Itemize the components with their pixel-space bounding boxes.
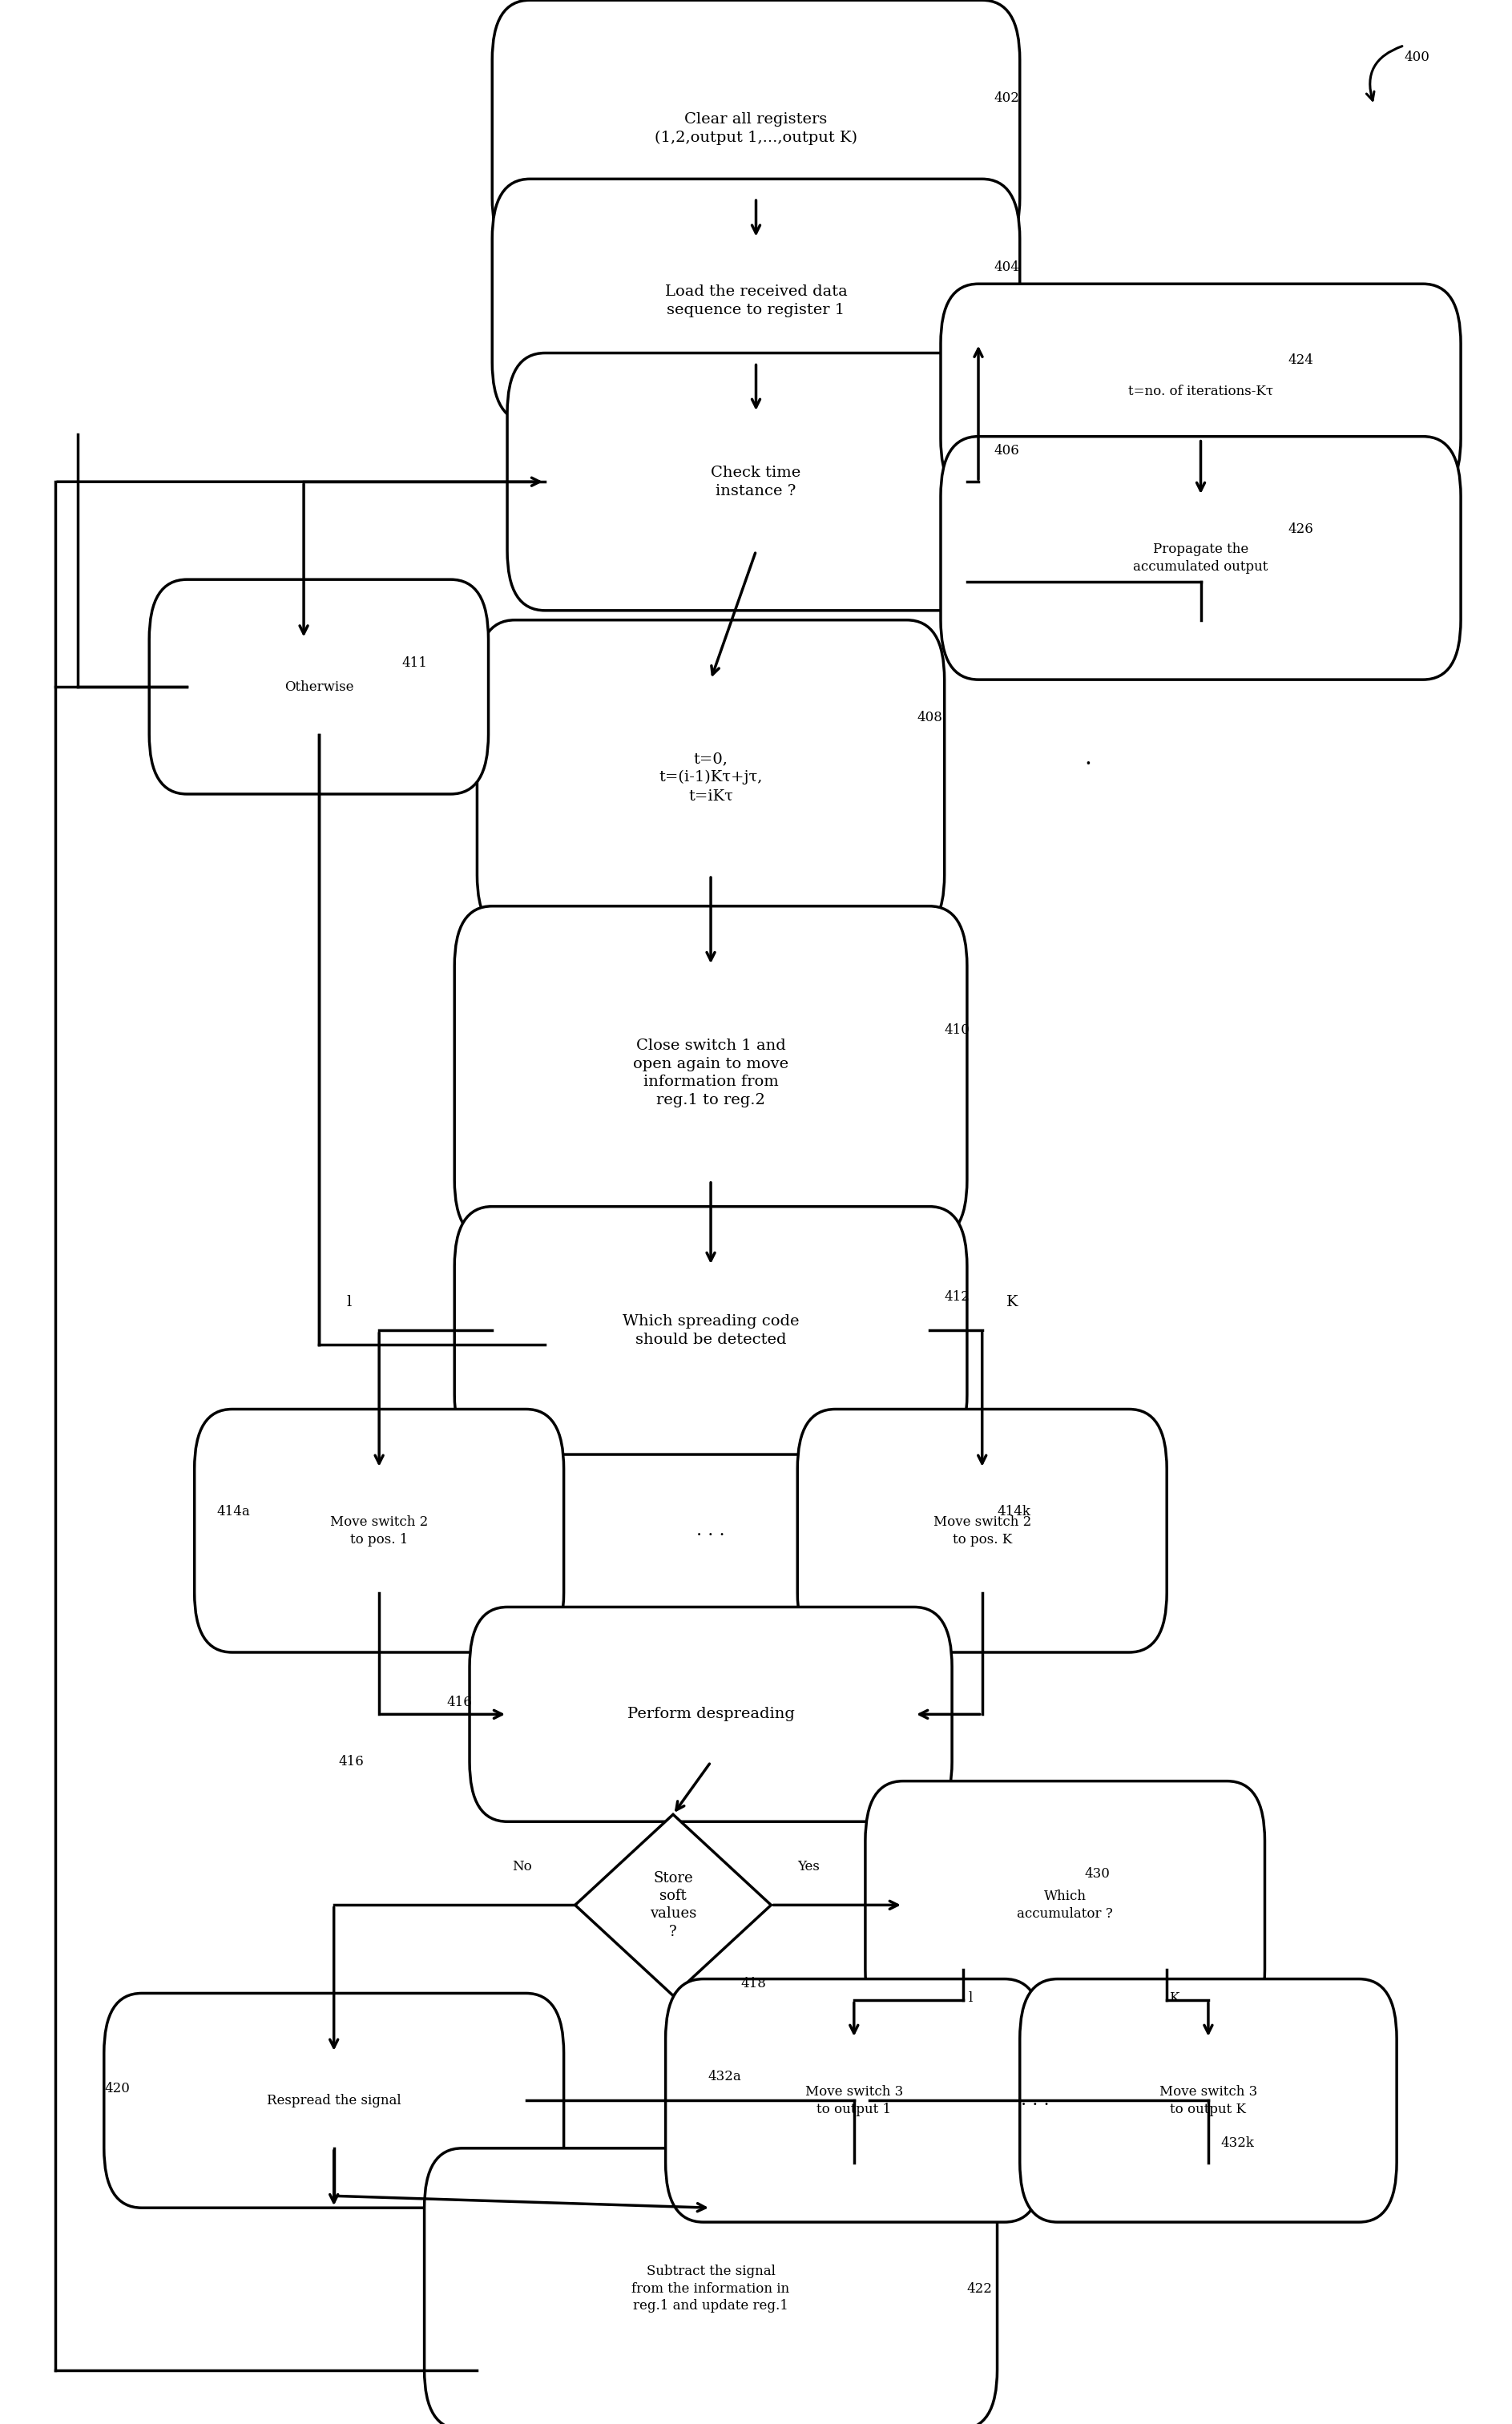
Text: 426: 426 bbox=[1288, 524, 1314, 536]
Text: K: K bbox=[1007, 1294, 1018, 1309]
Text: Propagate the
accumulated output: Propagate the accumulated output bbox=[1134, 543, 1269, 574]
Text: 416: 416 bbox=[339, 1755, 364, 1770]
Text: K: K bbox=[1169, 1990, 1179, 2005]
Text: Close switch 1 and
open again to move
information from
reg.1 to reg.2: Close switch 1 and open again to move in… bbox=[634, 1037, 789, 1108]
Text: 411: 411 bbox=[402, 657, 428, 669]
Text: 418: 418 bbox=[741, 1978, 767, 1990]
FancyBboxPatch shape bbox=[455, 907, 968, 1241]
Text: 430: 430 bbox=[1084, 1866, 1110, 1881]
Text: No: No bbox=[513, 1859, 532, 1874]
Text: Move switch 3
to output 1: Move switch 3 to output 1 bbox=[804, 2085, 903, 2116]
FancyBboxPatch shape bbox=[797, 1408, 1167, 1653]
FancyBboxPatch shape bbox=[478, 621, 945, 936]
Text: 404: 404 bbox=[995, 259, 1019, 274]
Text: 416: 416 bbox=[448, 1694, 472, 1709]
Text: 402: 402 bbox=[995, 92, 1019, 104]
Text: Subtract the signal
from the information in
reg.1 and update reg.1: Subtract the signal from the information… bbox=[632, 2264, 789, 2312]
Text: Check time
instance ?: Check time instance ? bbox=[711, 465, 801, 497]
Text: Perform despreading: Perform despreading bbox=[627, 1706, 794, 1721]
Text: Move switch 2
to pos. K: Move switch 2 to pos. K bbox=[933, 1515, 1031, 1547]
Text: 414a: 414a bbox=[216, 1505, 249, 1517]
FancyBboxPatch shape bbox=[1019, 1978, 1397, 2223]
FancyBboxPatch shape bbox=[493, 179, 1019, 422]
Text: Clear all registers
(1,2,output 1,...,output K): Clear all registers (1,2,output 1,...,ou… bbox=[655, 112, 857, 145]
FancyBboxPatch shape bbox=[507, 354, 1005, 611]
FancyBboxPatch shape bbox=[455, 1207, 968, 1454]
FancyBboxPatch shape bbox=[940, 436, 1461, 679]
Text: l: l bbox=[346, 1294, 351, 1309]
Text: 432k: 432k bbox=[1220, 2136, 1253, 2150]
FancyBboxPatch shape bbox=[150, 579, 488, 795]
Text: 412: 412 bbox=[945, 1290, 971, 1304]
Text: Which spreading code
should be detected: Which spreading code should be detected bbox=[623, 1314, 800, 1348]
FancyBboxPatch shape bbox=[425, 2148, 998, 2424]
Text: Which
accumulator ?: Which accumulator ? bbox=[1018, 1891, 1113, 1920]
FancyBboxPatch shape bbox=[865, 1782, 1266, 2029]
Text: 408: 408 bbox=[918, 710, 943, 725]
Polygon shape bbox=[575, 1816, 771, 1995]
FancyBboxPatch shape bbox=[104, 1993, 564, 2208]
FancyBboxPatch shape bbox=[665, 1978, 1042, 2223]
Text: Load the received data
sequence to register 1: Load the received data sequence to regis… bbox=[665, 284, 847, 318]
Text: .: . bbox=[1084, 747, 1092, 768]
Text: . . .: . . . bbox=[1021, 2092, 1049, 2109]
FancyBboxPatch shape bbox=[493, 0, 1019, 257]
Text: 422: 422 bbox=[968, 2281, 992, 2296]
Text: 400: 400 bbox=[1405, 51, 1430, 63]
Text: l: l bbox=[969, 1990, 972, 2005]
Text: t=no. of iterations-Kτ: t=no. of iterations-Kτ bbox=[1128, 385, 1273, 398]
Text: . . .: . . . bbox=[697, 1522, 726, 1539]
Text: 410: 410 bbox=[945, 1023, 971, 1037]
Text: Otherwise: Otherwise bbox=[284, 681, 354, 693]
Text: 414k: 414k bbox=[998, 1505, 1031, 1517]
FancyBboxPatch shape bbox=[470, 1607, 953, 1820]
Text: 420: 420 bbox=[104, 2082, 130, 2094]
Text: 424: 424 bbox=[1288, 354, 1314, 366]
Text: 406: 406 bbox=[995, 444, 1019, 458]
Text: Store
soft
values
?: Store soft values ? bbox=[650, 1871, 697, 1939]
Text: Respread the signal: Respread the signal bbox=[266, 2094, 401, 2106]
Text: Move switch 2
to pos. 1: Move switch 2 to pos. 1 bbox=[330, 1515, 428, 1547]
FancyBboxPatch shape bbox=[940, 284, 1461, 499]
Text: 432a: 432a bbox=[708, 2070, 741, 2085]
Text: t=0,
t=(i-1)Kτ+jτ,
t=iKτ: t=0, t=(i-1)Kτ+jτ, t=iKτ bbox=[659, 751, 762, 802]
FancyBboxPatch shape bbox=[195, 1408, 564, 1653]
Text: Move switch 3
to output K: Move switch 3 to output K bbox=[1160, 2085, 1258, 2116]
Text: Yes: Yes bbox=[798, 1859, 820, 1874]
